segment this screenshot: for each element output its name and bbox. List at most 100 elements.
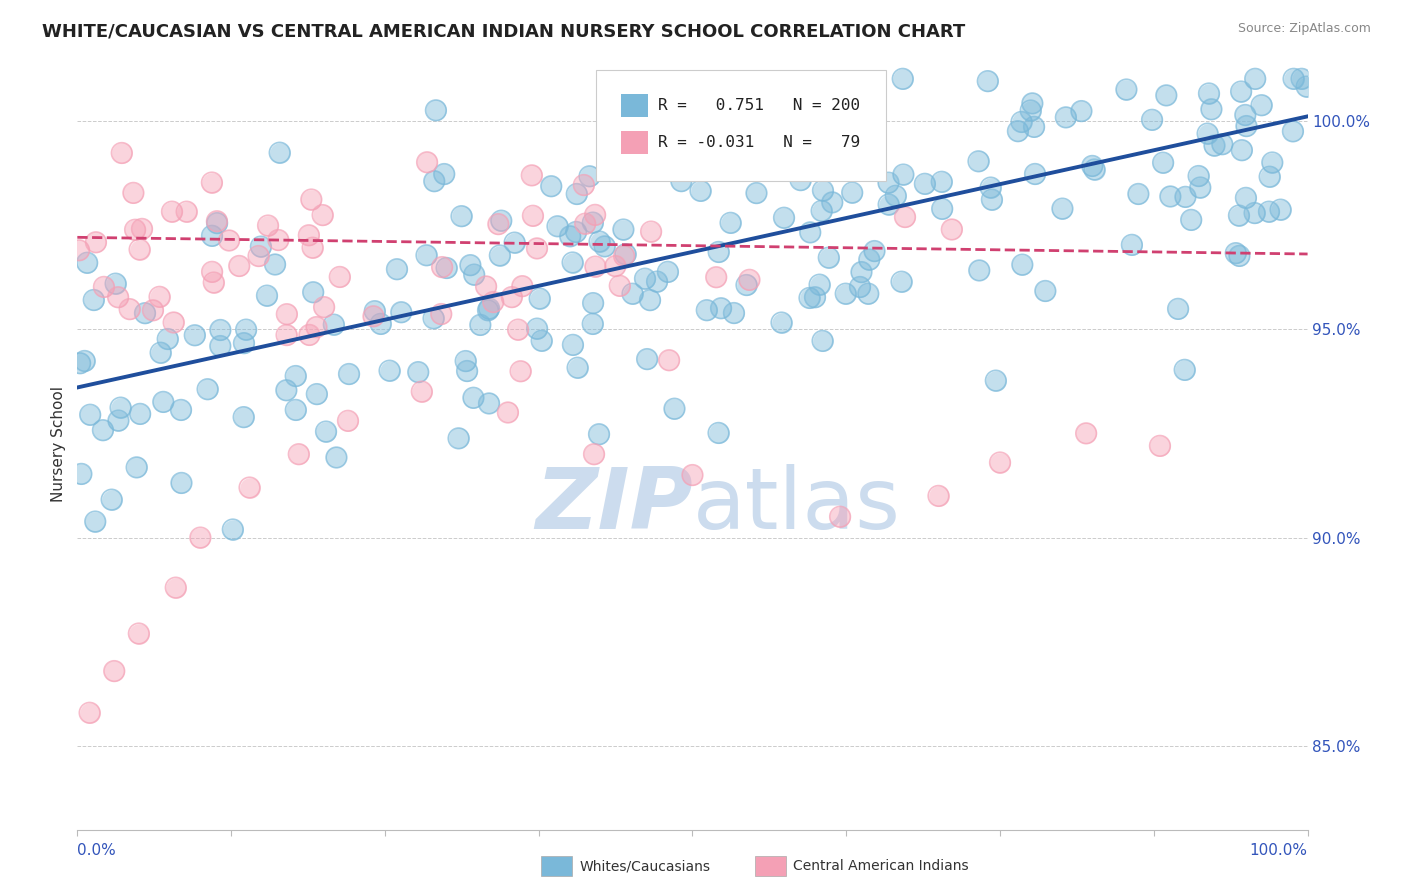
Point [1282,71,1305,86]
Point [1258,169,1281,184]
Point [1024,167,1046,181]
Point [284,403,307,417]
Point [1054,111,1077,125]
Point [170,475,193,490]
Point [984,374,1007,388]
Point [134,306,156,320]
Point [276,307,298,321]
Point [894,210,917,224]
Point [250,239,273,253]
Point [450,209,472,223]
Point [84,515,107,529]
Point [201,176,224,190]
Point [720,216,742,230]
Point [1234,108,1257,122]
Point [844,114,866,128]
Point [475,279,498,293]
Point [858,252,880,267]
Point [851,265,873,279]
Point [250,239,273,253]
Point [884,189,907,203]
Point [447,431,470,445]
Point [1211,137,1233,152]
Point [893,168,915,182]
Point [506,323,529,337]
Point [526,241,548,255]
Point [76,256,98,270]
Point [828,127,851,141]
Point [645,275,668,289]
Point [547,219,569,234]
Point [378,364,401,378]
Point [415,248,437,262]
Point [672,133,695,147]
Point [232,410,254,425]
Point [941,222,963,236]
Point [337,367,360,381]
Point [201,265,224,279]
Point [547,219,569,234]
Point [1033,284,1056,298]
Point [83,293,105,307]
Point [1052,202,1074,216]
Bar [621,131,648,154]
Point [1295,79,1317,94]
Point [329,269,352,284]
Point [1180,213,1202,227]
Point [1033,284,1056,298]
Point [612,222,634,236]
Point [565,186,588,201]
Point [501,290,523,304]
Point [76,256,98,270]
Point [486,217,509,231]
Point [276,307,298,321]
Text: Central American Indians: Central American Indians [793,859,969,873]
Point [738,273,761,287]
Point [506,323,529,337]
Point [977,74,1000,88]
Point [1198,87,1220,101]
Point [1128,186,1150,201]
Point [1011,115,1033,129]
Point [682,468,704,483]
Point [1019,103,1042,118]
Point [1083,162,1105,177]
Point [827,115,849,129]
Point [69,356,91,370]
Point [205,214,228,228]
Point [710,301,733,316]
Point [509,364,531,378]
Point [152,395,174,409]
Point [634,271,657,285]
Point [565,225,588,239]
Point [1230,143,1253,157]
Point [477,303,499,318]
Point [184,328,207,343]
Point [103,664,125,678]
Point [561,255,583,269]
Point [67,244,90,258]
Point [849,280,872,294]
Point [188,531,212,545]
Point [103,664,125,678]
Point [100,492,122,507]
Point [1229,249,1251,263]
Point [201,228,224,243]
Point [560,229,582,244]
Point [810,203,832,218]
Point [1174,190,1197,204]
Point [984,374,1007,388]
Point [583,447,606,461]
Point [582,296,605,310]
Point [284,369,307,384]
Point [1291,71,1313,86]
Point [1230,143,1253,157]
Point [588,235,610,249]
Point [593,239,616,253]
Point [1197,127,1219,141]
Point [891,71,914,86]
Point [931,175,953,189]
Point [1180,213,1202,227]
Point [1128,186,1150,201]
Point [503,235,526,250]
